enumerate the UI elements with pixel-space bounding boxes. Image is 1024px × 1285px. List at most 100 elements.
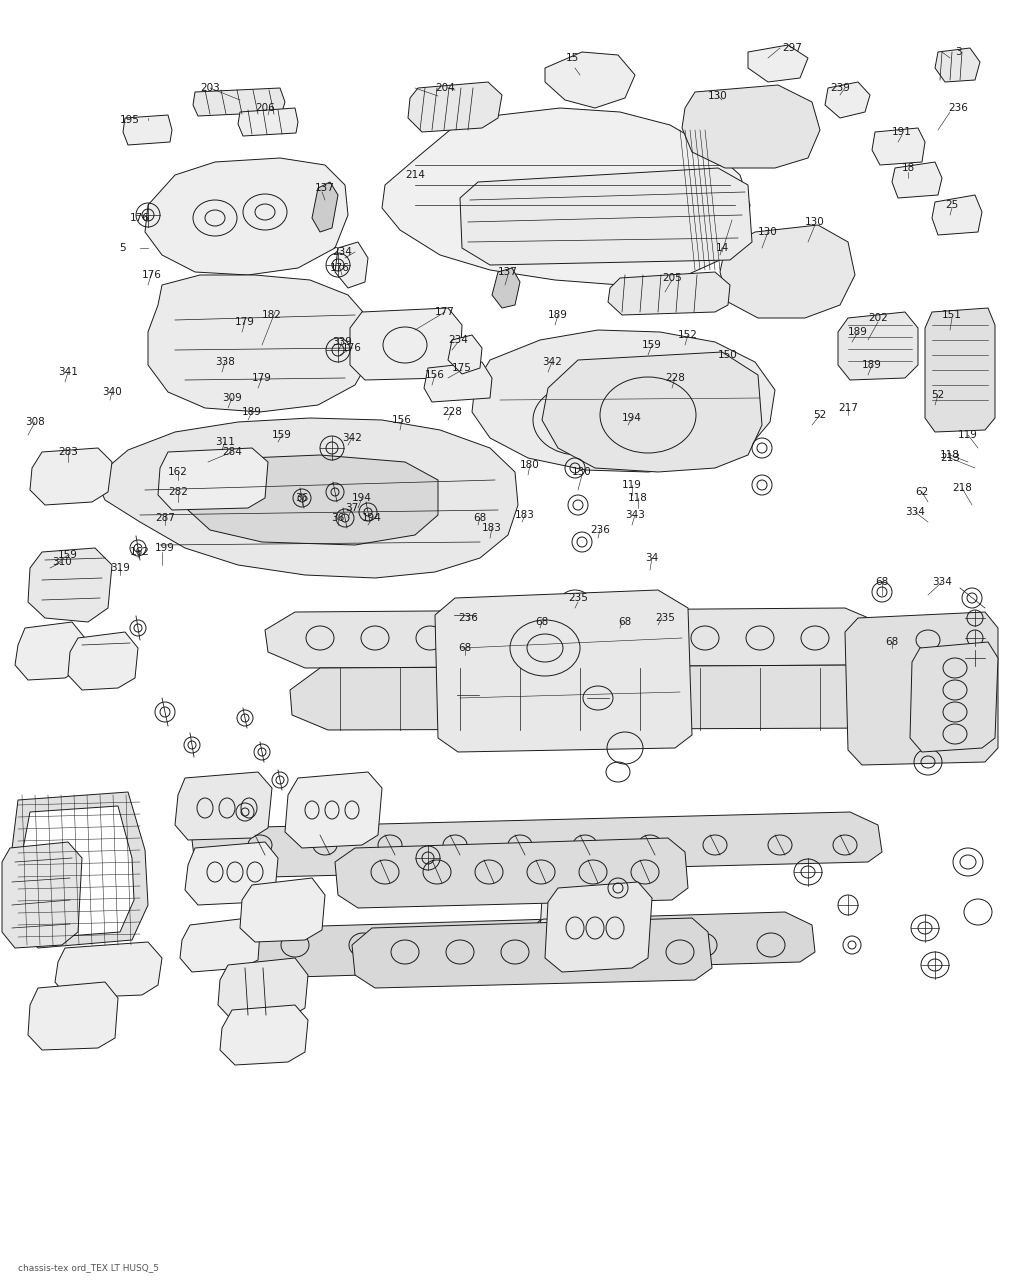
Text: 339: 339: [332, 337, 352, 347]
Polygon shape: [492, 269, 520, 308]
Text: 137: 137: [315, 182, 335, 193]
Text: 228: 228: [665, 373, 685, 383]
Text: 68: 68: [876, 577, 889, 587]
Text: 176: 176: [130, 213, 150, 224]
Polygon shape: [408, 82, 502, 132]
Text: 340: 340: [102, 387, 122, 397]
Text: 156: 156: [425, 370, 445, 380]
Text: 118: 118: [940, 450, 959, 460]
Text: 176: 176: [330, 263, 350, 272]
Text: 239: 239: [830, 84, 850, 93]
Text: 342: 342: [342, 433, 361, 443]
Text: 176: 176: [142, 270, 162, 280]
Text: 179: 179: [236, 317, 255, 326]
Polygon shape: [424, 362, 492, 402]
Text: 52: 52: [932, 391, 944, 400]
Text: 150: 150: [718, 350, 738, 360]
Polygon shape: [55, 942, 162, 998]
Polygon shape: [28, 982, 118, 1050]
Text: 159: 159: [642, 341, 662, 350]
Text: 182: 182: [262, 310, 282, 320]
Text: 283: 283: [58, 447, 78, 457]
Text: 189: 189: [548, 310, 568, 320]
Text: 130: 130: [805, 217, 825, 227]
Text: 119: 119: [622, 481, 642, 490]
Polygon shape: [220, 1005, 308, 1065]
Polygon shape: [193, 812, 882, 878]
Text: 213: 213: [940, 454, 959, 463]
Text: 162: 162: [168, 466, 188, 477]
Polygon shape: [123, 114, 172, 145]
Text: 282: 282: [168, 487, 188, 497]
Text: 151: 151: [942, 310, 962, 320]
Text: 297: 297: [782, 42, 802, 53]
Polygon shape: [265, 608, 882, 668]
Text: 235: 235: [655, 613, 675, 623]
Text: 284: 284: [222, 447, 242, 457]
Text: 218: 218: [952, 483, 972, 493]
Text: 15: 15: [565, 53, 579, 63]
Text: 334: 334: [932, 577, 952, 587]
Polygon shape: [682, 85, 820, 168]
Text: 308: 308: [26, 418, 45, 427]
Polygon shape: [435, 590, 692, 752]
Polygon shape: [185, 842, 278, 905]
Text: 205: 205: [663, 272, 682, 283]
Text: 183: 183: [482, 523, 502, 533]
Text: 343: 343: [625, 510, 645, 520]
Text: 177: 177: [435, 307, 455, 317]
Polygon shape: [228, 912, 815, 978]
Polygon shape: [925, 308, 995, 432]
Text: 68: 68: [536, 617, 549, 627]
Polygon shape: [825, 82, 870, 118]
Polygon shape: [240, 878, 325, 942]
Text: 137: 137: [498, 267, 518, 278]
Polygon shape: [28, 547, 112, 622]
Polygon shape: [720, 225, 855, 317]
Polygon shape: [285, 772, 382, 848]
Text: 156: 156: [392, 415, 412, 425]
Text: 235: 235: [568, 592, 588, 603]
Polygon shape: [460, 168, 752, 265]
Text: 228: 228: [442, 407, 462, 418]
Polygon shape: [545, 882, 652, 971]
Text: 62: 62: [915, 487, 929, 497]
Text: 180: 180: [520, 460, 540, 470]
Text: 287: 287: [155, 513, 175, 523]
Polygon shape: [188, 455, 438, 545]
Text: 194: 194: [352, 493, 372, 502]
Polygon shape: [935, 48, 980, 82]
Polygon shape: [892, 162, 942, 198]
Text: 176: 176: [342, 343, 361, 353]
Polygon shape: [335, 838, 688, 908]
Text: 183: 183: [515, 510, 535, 520]
Text: 309: 309: [222, 393, 242, 403]
Text: 310: 310: [52, 556, 72, 567]
Text: 152: 152: [678, 330, 698, 341]
Polygon shape: [290, 666, 900, 730]
Text: 68: 68: [618, 617, 632, 627]
Text: 217: 217: [838, 403, 858, 412]
Text: 234: 234: [332, 247, 352, 257]
Polygon shape: [382, 108, 750, 285]
Text: 236: 236: [590, 526, 610, 535]
Polygon shape: [2, 842, 82, 948]
Polygon shape: [545, 51, 635, 108]
Text: 234: 234: [449, 335, 468, 344]
Text: 18: 18: [901, 163, 914, 173]
Polygon shape: [180, 917, 260, 971]
Text: 203: 203: [200, 84, 220, 93]
Text: 119: 119: [958, 430, 978, 439]
Text: 130: 130: [709, 91, 728, 102]
Text: 189: 189: [848, 326, 868, 337]
Polygon shape: [932, 195, 982, 235]
Polygon shape: [352, 917, 712, 988]
Polygon shape: [218, 959, 308, 1020]
Text: 189: 189: [862, 360, 882, 370]
Text: 206: 206: [255, 103, 274, 113]
Text: 311: 311: [215, 437, 234, 447]
Polygon shape: [145, 158, 348, 275]
Polygon shape: [472, 330, 775, 472]
Text: 52: 52: [813, 410, 826, 420]
Polygon shape: [845, 612, 998, 765]
